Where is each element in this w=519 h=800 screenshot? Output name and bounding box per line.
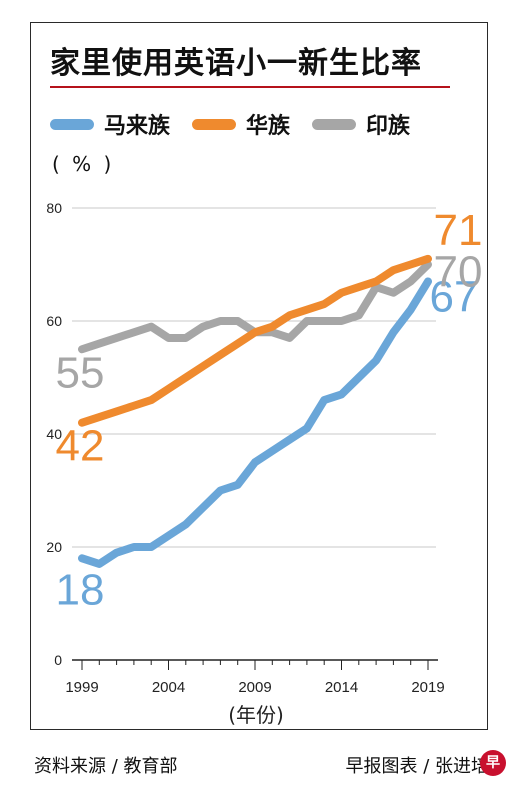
y-tick-label-20: 20	[46, 539, 62, 555]
chart-frame	[30, 22, 488, 730]
series-end-label-2: 70	[434, 248, 483, 297]
series-start-label-0: 18	[56, 565, 105, 614]
y-tick-label-40: 40	[46, 426, 62, 442]
series-start-label-2: 55	[56, 348, 105, 397]
x-tick-label-2014: 2014	[325, 679, 358, 696]
y-unit-label: ( % )	[52, 152, 115, 176]
y-tick-label-80: 80	[46, 200, 62, 216]
series-start-label-1: 42	[56, 422, 105, 471]
y-tick-label-60: 60	[46, 313, 62, 329]
chart-title: 家里使用英语小一新生比率	[50, 46, 422, 81]
x-tick-label-2004: 2004	[152, 679, 185, 696]
x-tick-label-2009: 2009	[238, 679, 271, 696]
series-end-label-0: 67	[430, 272, 479, 321]
series-end-label-1: 71	[434, 206, 483, 255]
legend: 马来族 华族 印族	[50, 108, 432, 140]
x-tick-label-2019: 2019	[411, 679, 444, 696]
legend-swatch-chinese	[192, 118, 237, 130]
x-axis-label: (年份)	[228, 703, 284, 727]
legend-label-chinese: 华族	[246, 114, 291, 139]
series-line-1	[78, 254, 432, 427]
legend-swatch-malay	[50, 118, 94, 130]
legend-item-indian: 印族	[312, 108, 410, 140]
title-divider	[50, 86, 450, 88]
x-tick-label-1999: 1999	[65, 679, 98, 696]
legend-label-malay: 马来族	[104, 114, 171, 139]
y-tick-label-0: 0	[54, 652, 62, 668]
legend-item-chinese: 华族	[192, 108, 290, 140]
source-note: 资料来源 / 教育部	[34, 756, 178, 777]
legend-item-malay: 马来族	[50, 108, 170, 140]
chart-credit: 早报图表 / 张进培	[345, 756, 489, 777]
legend-label-indian: 印族	[366, 114, 411, 139]
series-line-0	[78, 277, 432, 568]
legend-swatch-indian	[312, 118, 357, 130]
publisher-logo: 早	[480, 750, 506, 776]
